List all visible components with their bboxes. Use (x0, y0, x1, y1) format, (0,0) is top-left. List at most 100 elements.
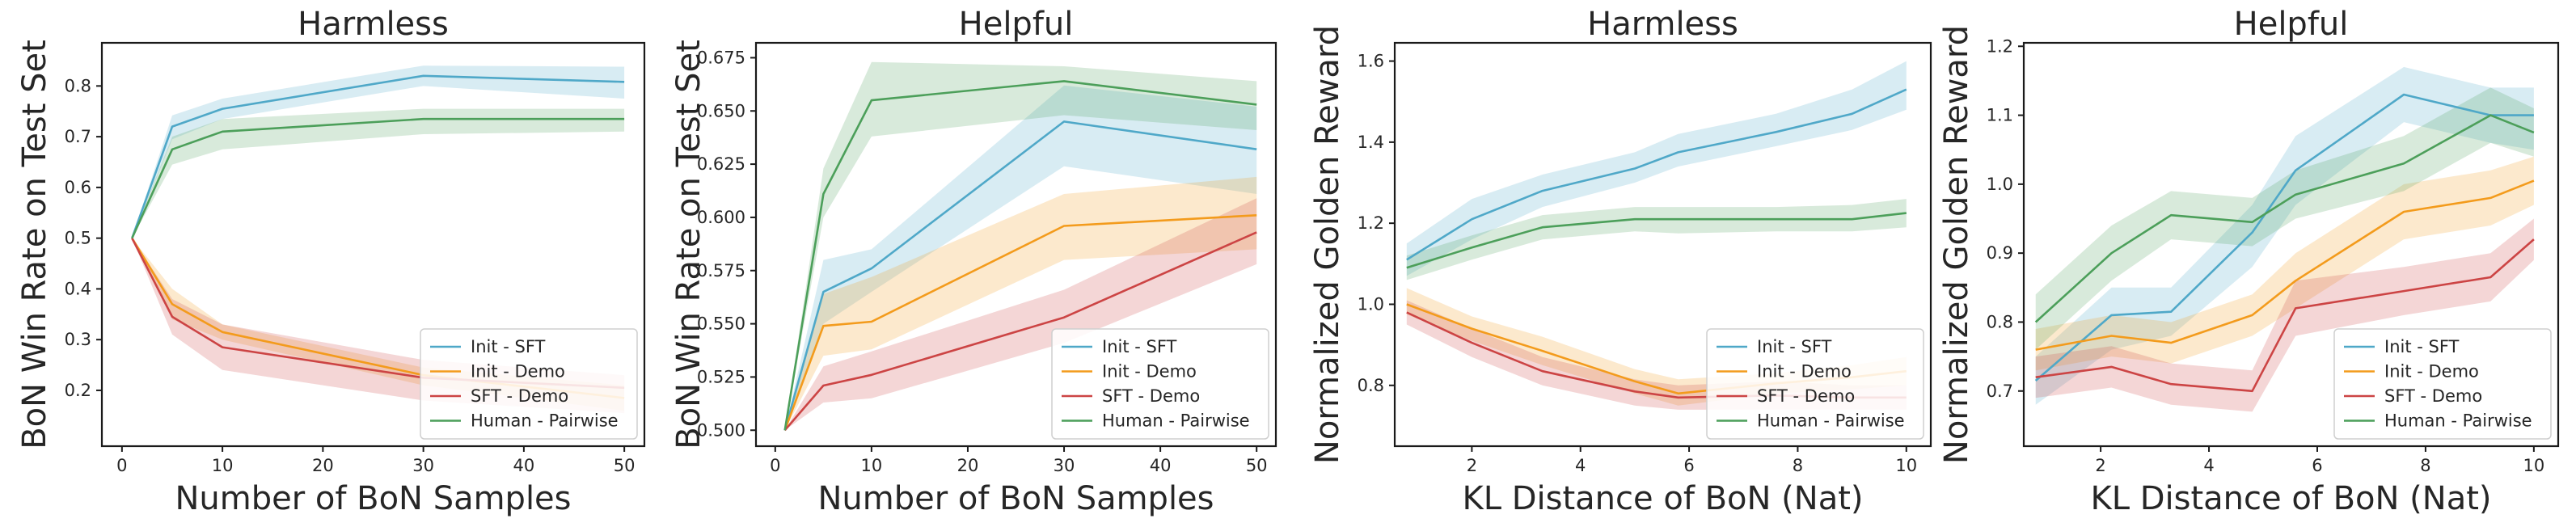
y-tick-label: 1.4 (1358, 133, 1384, 152)
legend-entry: Init - SFT (1757, 337, 1832, 356)
legend-box (420, 328, 638, 440)
x-tick-label: 30 (412, 456, 434, 475)
series-line-4 (2034, 114, 2535, 323)
legend-entry: Init - SFT (471, 337, 546, 356)
y-tick-label: 1.0 (1987, 175, 2013, 194)
y-tick-label: 0.3 (65, 330, 91, 349)
legend-box (2333, 328, 2552, 440)
y-tick-label: 0.8 (65, 76, 91, 95)
y-axis-label: Normalized Golden Reward (1309, 25, 1346, 464)
legend-entry: SFT - Demo (1757, 386, 1855, 406)
series-line-1 (131, 74, 625, 239)
y-tick-label: 0.500 (697, 420, 745, 440)
series-band-3 (2035, 218, 2534, 412)
legend-entry: Init - Demo (471, 362, 565, 382)
series-line-4 (783, 80, 1257, 431)
y-tick-label: 0.600 (697, 208, 745, 227)
x-tick-label: 4 (1575, 456, 1586, 475)
series-band-1 (132, 65, 625, 238)
x-tick-label: 0 (770, 456, 780, 475)
x-axis-label: KL Distance of BoN (Nat) (2091, 480, 2492, 517)
series-line-1 (1406, 88, 1907, 261)
series-line-1 (783, 120, 1257, 431)
series-line-2 (783, 214, 1257, 431)
x-tick-label: 0 (116, 456, 127, 475)
series-line-1 (2034, 93, 2534, 382)
y-tick-label: 0.575 (697, 261, 745, 280)
legend-entry: Human - Pairwise (2384, 411, 2532, 431)
chart-panel-1: 0 10 20 30 40 50 0.2 0.3 0.4 0.5 0.6 0.7 0.8 Harmless… (16, 6, 646, 517)
legend-entry: Human - Pairwise (1757, 411, 1905, 431)
y-tick-label: 0.8 (1987, 312, 2013, 331)
axes-frame (1393, 41, 1932, 448)
x-axis-label: Number of BoN Samples (817, 480, 1214, 517)
legend: Init - SFT Init - Demo SFT - Demo Human - P… (2333, 328, 2552, 440)
legend: Init - SFT Init - Demo SFT - Demo Human - P… (1051, 328, 1269, 440)
legend: Init - SFT Init - Demo SFT - Demo Human - P… (1706, 328, 1924, 440)
x-tick-label: 10 (212, 456, 234, 475)
legend-entry: Init - Demo (2384, 362, 2479, 382)
series-line-4 (131, 117, 625, 239)
x-axis-label: KL Distance of BoN (Nat) (1463, 480, 1864, 517)
x-tick-label: 30 (1054, 456, 1075, 475)
series-band-1 (2035, 66, 2534, 405)
series-line-3 (783, 231, 1257, 432)
chart-panel-2: 0 10 20 30 40 50 0.500 0.525 0.550 0.575 0.600 0.62… (670, 6, 1277, 517)
x-tick-label: 10 (1895, 456, 1917, 475)
y-axis-label: BoN Win Rate on Test Set (670, 40, 707, 449)
y-tick-label: 0.8 (1358, 376, 1384, 395)
y-tick-label: 0.675 (697, 48, 745, 67)
chart-title: Helpful (2234, 6, 2349, 43)
series-band-4 (2035, 87, 2534, 350)
y-tick-label: 1.2 (1987, 36, 2013, 56)
legend-entry: Init - Demo (1102, 362, 1197, 382)
y-axis-label: BoN Win Rate on Test Set (16, 40, 53, 449)
x-tick-label: 2 (2095, 456, 2105, 475)
x-tick-label: 6 (1683, 456, 1694, 475)
x-tick-label: 8 (2420, 456, 2430, 475)
x-tick-label: 10 (861, 456, 883, 475)
y-axis-label: Normalized Golden Reward (1938, 25, 1975, 464)
y-tick-label: 0.550 (697, 314, 745, 334)
y-tick-label: 0.4 (65, 279, 91, 298)
y-tick-label: 0.9 (1987, 243, 2013, 263)
chart-panel-3: 2 4 6 8 10 0.8 1.0 1.2 1.4 1.6 Harmless KL Distance… (1309, 6, 1932, 517)
y-tick-label: 0.6 (65, 178, 91, 197)
x-tick-label: 50 (1246, 456, 1268, 475)
chart-title: Harmless (298, 6, 449, 43)
legend-entry: SFT - Demo (471, 386, 568, 406)
y-tick-label: 0.5 (65, 229, 91, 248)
y-tick-label: 0.625 (697, 154, 745, 174)
legend-entry: Init - Demo (1757, 362, 1852, 382)
legend-entry: SFT - Demo (1102, 386, 1200, 406)
series-line-4 (1406, 212, 1907, 269)
x-tick-label: 40 (513, 456, 535, 475)
legend-entry: Init - SFT (1102, 337, 1177, 356)
x-tick-label: 40 (1150, 456, 1172, 475)
series-band-3 (784, 198, 1257, 431)
series-band-4 (132, 108, 625, 238)
axes-frame (754, 41, 1277, 448)
series-band-1 (784, 85, 1257, 431)
legend-entry: Human - Pairwise (1102, 411, 1250, 431)
legend-entry: SFT - Demo (2384, 386, 2482, 406)
x-tick-label: 4 (2203, 456, 2214, 475)
legend-entry: Human - Pairwise (471, 411, 619, 431)
x-tick-label: 2 (1467, 456, 1477, 475)
y-tick-label: 1.1 (1987, 106, 2013, 125)
x-tick-label: 20 (957, 456, 979, 475)
y-tick-label: 0.2 (65, 381, 91, 400)
chart-title: Harmless (1587, 6, 1738, 43)
y-tick-label: 1.6 (1358, 52, 1384, 71)
series-band-1 (1406, 61, 1907, 276)
x-axis-label: Number of BoN Samples (175, 480, 571, 517)
series-line-3 (2035, 238, 2535, 393)
chart-panel-4: 2 4 6 8 10 0.7 0.8 0.9 1.0 1.1 1.2 Helpful KL Distan… (1938, 6, 2560, 517)
x-tick-label: 6 (2312, 456, 2322, 475)
legend-entry: Init - SFT (2384, 337, 2460, 356)
y-tick-label: 0.7 (1987, 382, 2013, 401)
x-tick-label: 50 (614, 456, 636, 475)
series-line-2 (2035, 179, 2535, 351)
